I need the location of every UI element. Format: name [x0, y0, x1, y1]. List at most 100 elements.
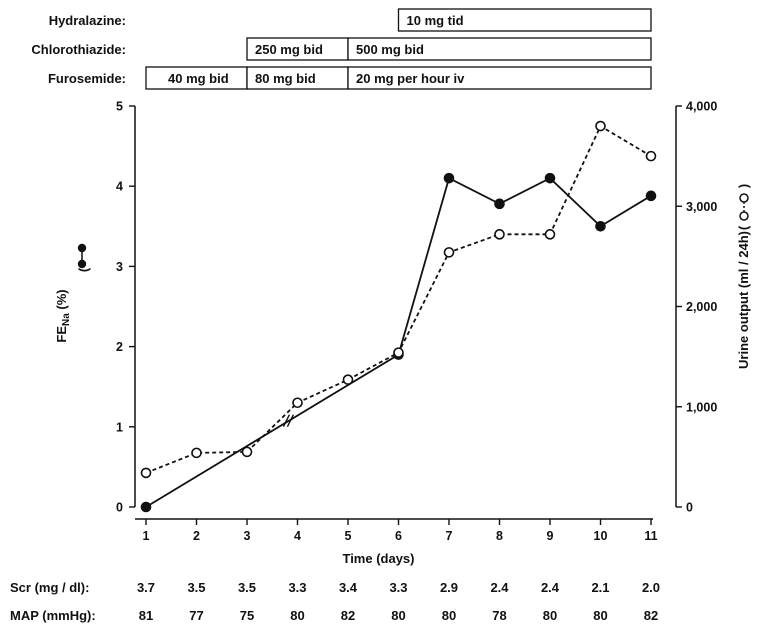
row-value: 82: [644, 608, 658, 623]
urine-output-point: [292, 397, 303, 409]
urine-output-point: [140, 467, 152, 479]
row-value: 82: [341, 608, 355, 623]
fena-point: [595, 221, 606, 232]
drug-name: Furosemide:: [48, 71, 126, 86]
right-y-ticks: 0 1,000 2,000 3,000 4,000: [676, 100, 717, 515]
fena-unit: (%): [54, 289, 69, 313]
fena-point: [544, 172, 556, 184]
legend-filled-marker: [77, 243, 87, 253]
dose-label: 80 mg bid: [255, 71, 316, 86]
left-tick-label: 1: [116, 420, 123, 434]
legend-filled-marker: [77, 259, 87, 269]
legend-open-marker: [739, 193, 749, 203]
row-label: MAP (mmHg):: [10, 608, 96, 623]
regimen-box: [397, 8, 652, 32]
dose-label: 20 mg per hour iv: [356, 71, 465, 86]
urine-output-series-line: [145, 124, 652, 474]
fena-point: [645, 190, 657, 202]
urine-output-point: [241, 446, 253, 458]
x-tick-label: 1: [143, 529, 150, 543]
dose-label: 10 mg tid: [407, 13, 464, 28]
right-tick-label: 4,000: [686, 100, 717, 114]
row-value: 3.7: [137, 580, 155, 595]
axis-break-mark: [282, 414, 295, 427]
legend-paren-open: (: [736, 225, 751, 230]
row-value: 80: [290, 608, 304, 623]
right-y-axis-title: Urine output (ml / 24h): [736, 231, 751, 369]
left-y-axis-title: FENa (%): [54, 289, 72, 342]
row-value: 77: [189, 608, 203, 623]
row-value: 81: [139, 608, 153, 623]
left-tick-label: 0: [116, 501, 123, 515]
fena-series-line: [145, 176, 652, 508]
dose-label: 40 mg bid: [168, 71, 229, 86]
urine-output-point: [494, 229, 505, 240]
fena-point: [443, 172, 455, 184]
drug-name: Chlorothiazide:: [31, 42, 126, 57]
x-axis-label: Time (days): [342, 551, 414, 566]
row-value: 3.3: [389, 580, 407, 595]
x-ticks: 1 2 3 4 5 6 7 8 9 10 11: [143, 519, 658, 543]
break-slash: [286, 414, 295, 427]
row-value: 2.4: [490, 580, 509, 595]
series-layer: [140, 120, 657, 513]
right-legend-glyph: (): [736, 184, 751, 230]
left-tick-label: 2: [116, 340, 123, 354]
regimen-box: [347, 37, 652, 61]
fena-point: [494, 198, 505, 210]
urine-output-point: [393, 347, 404, 358]
urine-output-point: [443, 247, 455, 258]
left-y-ticks: 0 1 2 3 4 5: [116, 100, 135, 515]
row-value: 2.4: [541, 580, 560, 595]
lab-values-table: Scr (mg / dl): 3.7 3.5 3.5 3.3 3.4 3.3 2.9 2.4 2.…: [10, 580, 660, 623]
right-y-axis-title-text: Urine output (ml / 24h): [736, 231, 751, 369]
dose-label: 250 mg bid: [255, 42, 323, 57]
row-value: 3.5: [187, 580, 205, 595]
row-value: 80: [391, 608, 405, 623]
break-slash: [282, 414, 291, 427]
dose-label: 500 mg bid: [356, 42, 424, 57]
x-tick-label: 3: [244, 529, 251, 543]
fena-point: [140, 501, 152, 513]
right-y-axis-label: Urine output (ml / 24h)(): [736, 184, 751, 369]
legend-open-marker: [739, 211, 749, 221]
right-tick-label: 2,000: [686, 300, 717, 314]
row-value: 3.4: [339, 580, 358, 595]
regimen-box: [347, 66, 652, 90]
x-tick-label: 8: [496, 529, 503, 543]
drug-regimen: Hydralazine: 10 mg tid Chlorothiazide: 250 …: [31, 8, 652, 90]
left-legend-glyph: (: [76, 243, 91, 272]
row-value: 2.9: [440, 580, 458, 595]
right-tick-label: 3,000: [686, 200, 717, 214]
fena-main: FE: [54, 326, 69, 343]
x-tick-label: 11: [644, 529, 657, 543]
x-tick-label: 6: [395, 529, 402, 543]
left-y-axis-label: FENa (%) (: [54, 243, 91, 343]
row-value: 2.0: [642, 580, 660, 595]
urine-output-point: [645, 150, 657, 162]
x-tick-label: 2: [193, 529, 200, 543]
urine-output-point: [544, 229, 556, 240]
row-value: 3.5: [238, 580, 256, 595]
x-tick-label: 9: [547, 529, 554, 543]
left-tick-label: 5: [116, 100, 123, 114]
x-tick-label: 5: [345, 529, 352, 543]
legend-paren-close: ): [736, 184, 751, 188]
row-value: 80: [442, 608, 456, 623]
row-value: 80: [543, 608, 557, 623]
left-tick-label: 3: [116, 260, 123, 274]
urine-output-point: [191, 447, 202, 459]
row-value: 78: [492, 608, 506, 623]
urine-output-point: [595, 120, 606, 132]
plot-area: 0 1 2 3 4 5 0 1,000 2,000 3,000 4,000 1 2 3 4 5 6 7 8 9 10…: [116, 100, 717, 544]
fena-subscript: Na: [61, 313, 72, 326]
left-y-axis-title-text: FENa (%): [54, 289, 72, 342]
right-tick-label: 0: [686, 501, 693, 515]
legend-paren-open: (: [76, 267, 91, 272]
row-label: Scr (mg / dl):: [10, 580, 89, 595]
row-value: 2.1: [591, 580, 609, 595]
x-tick-label: 4: [294, 529, 301, 543]
urine-output-point: [342, 374, 354, 385]
right-tick-label: 1,000: [686, 400, 717, 414]
